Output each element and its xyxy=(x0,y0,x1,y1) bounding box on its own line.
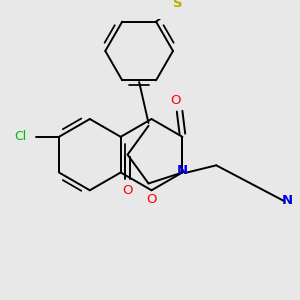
Text: N: N xyxy=(282,194,293,208)
Text: S: S xyxy=(172,0,182,10)
Text: Cl: Cl xyxy=(15,130,27,143)
Text: O: O xyxy=(146,193,157,206)
Text: N: N xyxy=(177,164,188,177)
Text: O: O xyxy=(122,184,133,197)
Text: O: O xyxy=(171,94,181,107)
